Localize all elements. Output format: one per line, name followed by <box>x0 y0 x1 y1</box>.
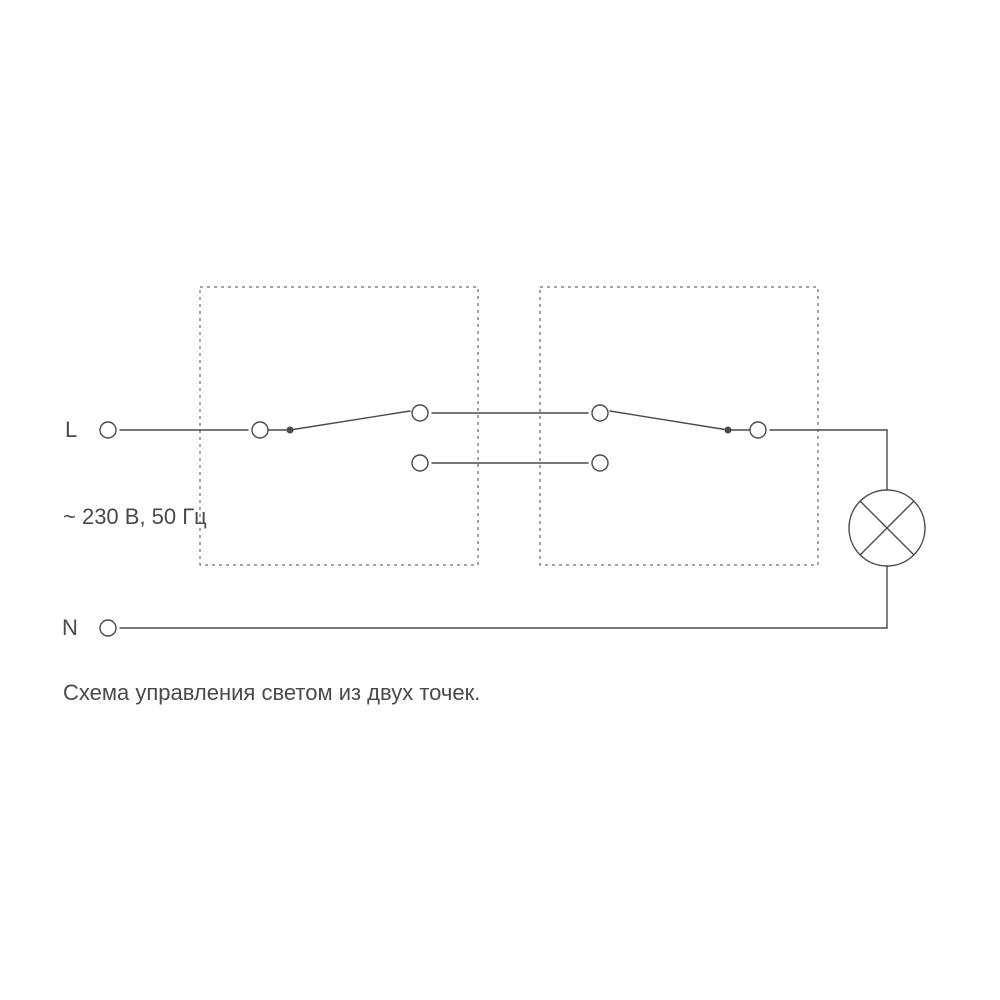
label-N: N <box>62 615 78 640</box>
two-way-switch-schematic: L N ~ 230 В, 50 Гц Схема управления светом … <box>0 0 1000 1000</box>
caption: Схема управления светом из двух точек. <box>63 680 480 705</box>
label-L: L <box>65 417 77 442</box>
label-power: ~ 230 В, 50 Гц <box>63 504 207 529</box>
